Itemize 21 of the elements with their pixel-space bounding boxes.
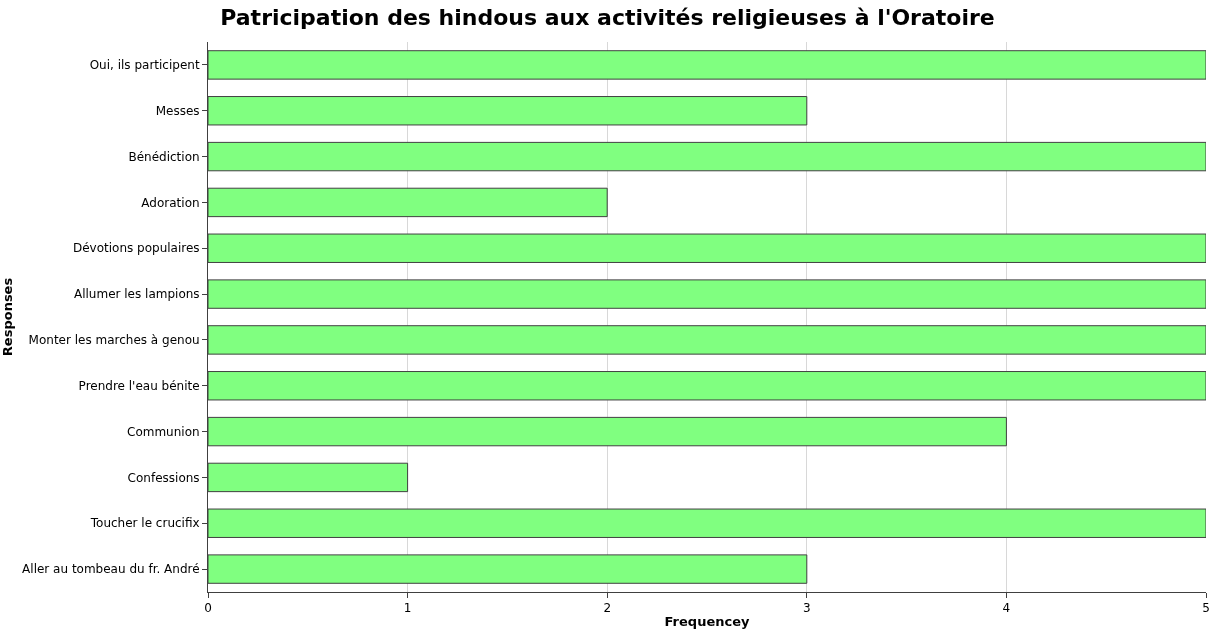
x-tick-label: 4 (1002, 601, 1011, 616)
y-tick-label: Confessions (127, 470, 200, 485)
x-axis-title: Frequencey (664, 614, 750, 629)
x-tick-label: 3 (802, 601, 811, 616)
y-tick-label: Adoration (141, 195, 200, 210)
y-tick-label: Monter les marches à genou (28, 333, 200, 348)
x-tick-label: 2 (603, 601, 612, 616)
x-tick-label: 0 (204, 601, 212, 616)
chart-title: Patricipation des hindous aux activités religieuses à l'Oratoire (220, 4, 995, 30)
y-tick-label: Bénédiction (128, 149, 200, 164)
y-tick-label: Allumer les lampions (73, 287, 200, 302)
y-tick-label: Toucher le crucifix (89, 516, 200, 531)
y-axis-title: Responses (0, 277, 15, 357)
x-tick-label: 1 (403, 601, 412, 616)
y-tick-label: Messes (155, 103, 200, 118)
y-tick-label: Aller au tombeau du fr. André (22, 562, 200, 577)
y-tick-label: Prendre l'eau bénite (78, 378, 200, 393)
y-tick-label: Oui, ils participent (89, 58, 200, 73)
y-tick-label: Dévotions populaires (72, 241, 200, 256)
x-tick-label: 5 (1202, 601, 1210, 616)
y-tick-label: Communion (127, 424, 200, 439)
